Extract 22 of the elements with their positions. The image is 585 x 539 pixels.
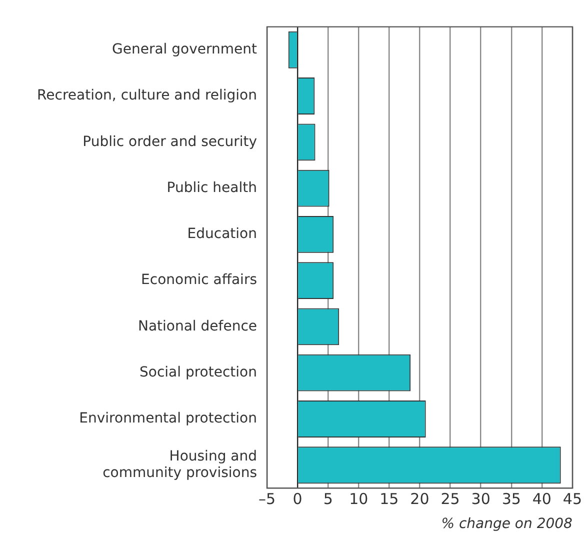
y-tick-label: Economic affairs bbox=[141, 272, 257, 288]
y-tick-label: Education bbox=[187, 226, 257, 242]
x-tick-label: 0 bbox=[292, 490, 302, 508]
x-tick-label: 10 bbox=[349, 490, 368, 508]
x-tick-label: 20 bbox=[410, 490, 430, 508]
y-tick-label: General government bbox=[112, 42, 258, 58]
x-tick-label: 5 bbox=[323, 490, 333, 508]
y-tick-label: Environmental protection bbox=[79, 410, 257, 427]
y-tick-label: National defence bbox=[138, 318, 257, 334]
y-tick-label: Housing and community provisions bbox=[102, 448, 257, 482]
x-tick-label: 25 bbox=[440, 490, 460, 508]
x-tick-label: 40 bbox=[532, 490, 552, 508]
x-axis-title: % change on 2008 bbox=[441, 516, 573, 532]
y-tick-label: Public health bbox=[166, 180, 257, 196]
y-tick-label: Social protection bbox=[140, 364, 257, 380]
x-tick-label: 35 bbox=[502, 490, 521, 508]
x-tick-label: 45 bbox=[562, 490, 582, 508]
y-tick-label: Public order and security bbox=[82, 134, 257, 150]
x-tick-label: –5 bbox=[258, 490, 276, 508]
x-tick-label: 30 bbox=[471, 490, 490, 508]
y-tick-label: Recreation, culture and religion bbox=[37, 88, 257, 104]
x-tick-label: 15 bbox=[380, 490, 399, 508]
